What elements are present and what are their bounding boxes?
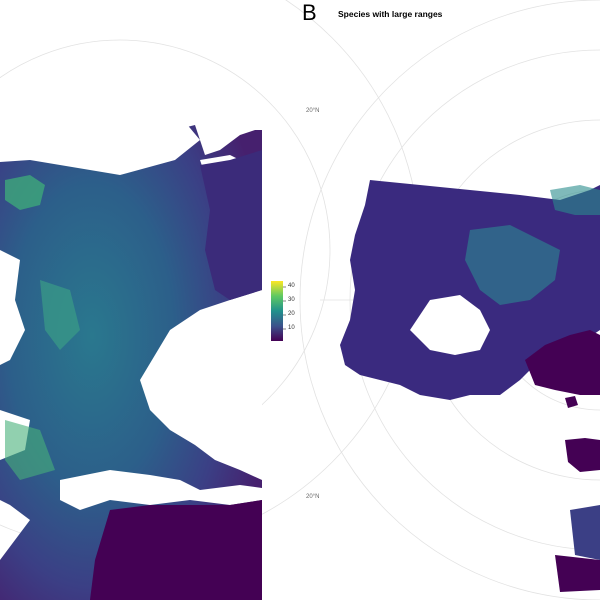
legend-label-20: 20	[288, 311, 295, 317]
panel-a-highlight-south	[5, 420, 55, 480]
panel-a-highlight-central	[40, 280, 80, 350]
legend-label-30: 30	[288, 297, 295, 303]
panel-b-map	[340, 180, 600, 592]
panel-a-water-east	[140, 290, 262, 480]
panel-b-landmass-south-b	[570, 505, 600, 560]
panel-a-water-mediterranean	[60, 470, 262, 510]
panel-a-landmass-africa	[90, 500, 262, 600]
legend-label-40: 40	[288, 283, 295, 289]
panel-b-landmass-north-america	[340, 180, 600, 400]
panel-b-landmass-south-c	[555, 555, 600, 592]
panel-b-title: Species with large ranges	[338, 9, 443, 19]
panel-a-water-arctic	[0, 110, 200, 175]
lat-label-bottom: 20°N	[306, 494, 320, 500]
panel-a-map	[0, 110, 262, 600]
panel-b-landmass-south-a	[565, 438, 600, 472]
panel-b-water-bay	[410, 295, 490, 355]
panel-b-highlight-coast	[550, 185, 600, 215]
panel-a-landmass-east-strip	[200, 150, 262, 300]
panel-a-water-left	[0, 250, 25, 365]
panel-b-landmass-greenland	[525, 330, 600, 395]
panel-b-landmass-island	[565, 396, 578, 408]
panel-b-highlight-east	[465, 225, 560, 305]
panel-b-letter: B	[302, 0, 317, 25]
panel-a-highlight-scandinavia	[5, 175, 45, 210]
legend-colorbar	[271, 281, 286, 341]
lat-label-top: 20°N	[306, 108, 320, 114]
legend-gradient	[271, 281, 283, 341]
legend-label-10: 10	[288, 325, 295, 331]
